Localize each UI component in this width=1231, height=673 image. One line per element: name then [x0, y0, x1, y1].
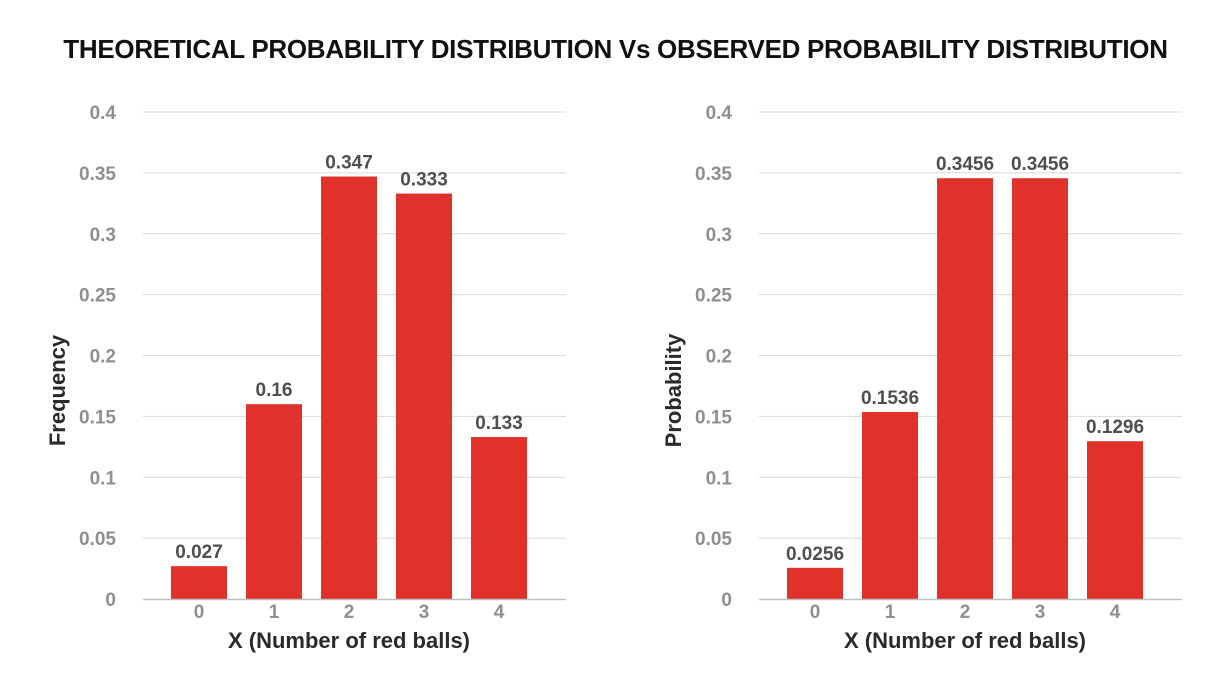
x-tick-label: 2	[344, 602, 355, 623]
x-axis-title: X (Number of red balls)	[228, 628, 470, 653]
y-tick-label: 0.15	[695, 407, 732, 428]
y-axis-title: Probability	[661, 333, 686, 447]
y-tick-label: 0.25	[79, 286, 116, 307]
data-label: 0.0256	[786, 544, 844, 565]
y-tick-label: 0.15	[79, 407, 116, 428]
y-tick-label: 0	[721, 590, 732, 611]
bar-4	[471, 437, 527, 599]
y-tick-label: 0.35	[695, 164, 732, 185]
data-label: 0.333	[400, 170, 448, 191]
x-axis-title: X (Number of red balls)	[844, 628, 1086, 653]
bar-4	[1087, 441, 1143, 599]
data-label: 0.1296	[1086, 417, 1144, 438]
data-label: 0.1536	[861, 388, 919, 409]
x-tick-label: 4	[494, 602, 505, 623]
data-label: 0.027	[175, 542, 223, 563]
x-tick-label: 4	[1110, 602, 1121, 623]
data-label: 0.347	[325, 153, 373, 174]
bar-1	[246, 404, 302, 599]
y-tick-label: 0.05	[79, 529, 116, 550]
bar-3	[1012, 178, 1068, 599]
bar-0	[171, 566, 227, 599]
bar-2	[937, 178, 993, 599]
x-tick-label: 1	[885, 602, 896, 623]
y-tick-label: 0.2	[706, 347, 732, 368]
y-tick-label: 0.1	[706, 468, 733, 489]
y-tick-label: 0.35	[79, 164, 116, 185]
frequency-bar-chart: 0 0.05 0.1 0.15 0.2 0.25 0.3 0.35 0.4 0.027 0 0.16 1…	[45, 103, 566, 653]
x-tick-label: 3	[419, 602, 430, 623]
bar-3	[396, 193, 452, 599]
data-label: 0.16	[256, 380, 293, 401]
data-label: 0.3456	[936, 154, 994, 175]
x-tick-label: 3	[1035, 602, 1046, 623]
y-tick-label: 0.25	[695, 286, 732, 307]
bar-0	[787, 567, 843, 599]
y-tick-label: 0.3	[90, 225, 116, 246]
y-axis-title: Frequency	[45, 334, 70, 446]
y-tick-label: 0.3	[706, 225, 732, 246]
x-tick-label: 0	[810, 602, 821, 623]
y-tick-label: 0.4	[706, 103, 733, 124]
bar-2	[321, 176, 377, 599]
data-label: 0.3456	[1011, 154, 1069, 175]
chart-title: THEORETICAL PROBABILITY DISTRIBUTION Vs …	[63, 34, 1168, 64]
data-label: 0.133	[475, 413, 523, 434]
x-tick-label: 2	[960, 602, 971, 623]
y-tick-label: 0.05	[695, 529, 732, 550]
x-tick-label: 0	[194, 602, 205, 623]
y-tick-label: 0.4	[90, 103, 117, 124]
y-tick-label: 0	[105, 590, 116, 611]
y-tick-label: 0.1	[90, 468, 117, 489]
x-tick-label: 1	[269, 602, 280, 623]
bar-1	[862, 411, 918, 599]
probability-bar-chart: 0 0.05 0.1 0.15 0.2 0.25 0.3 0.35 0.4 0.0256 0 0.15…	[661, 103, 1182, 653]
y-tick-label: 0.2	[90, 347, 116, 368]
